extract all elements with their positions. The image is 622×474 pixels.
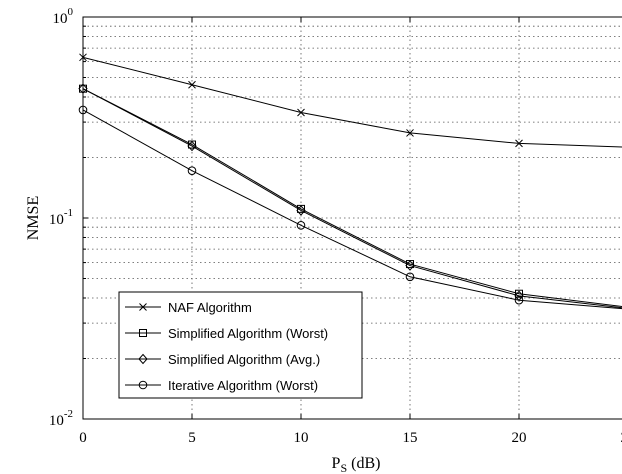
legend-entry: Iterative Algorithm (Worst) xyxy=(125,378,318,393)
axis-ticks xyxy=(82,17,520,420)
series-line xyxy=(82,88,622,307)
marker-diamond xyxy=(296,205,306,216)
series-line xyxy=(82,56,622,148)
legend-label: Iterative Algorithm (Worst) xyxy=(168,378,318,393)
x-tick-label: 0 xyxy=(79,430,87,446)
marker-square xyxy=(515,289,523,298)
legend-label: NAF Algorithm xyxy=(168,300,252,315)
marker-circle xyxy=(187,166,197,175)
marker-circle xyxy=(296,220,306,230)
legend-box xyxy=(118,291,363,399)
x-axis-label: PS (dB) xyxy=(332,455,381,474)
series-4 xyxy=(78,105,622,310)
marker-x xyxy=(515,139,523,148)
tick-labels: 0 5 10 15 20 25 100 10-1 10-2 xyxy=(49,6,622,446)
marker-circle xyxy=(138,380,148,390)
marker-x xyxy=(406,129,414,137)
series-2 xyxy=(79,84,622,307)
series-1 xyxy=(79,53,622,148)
marker-diamond xyxy=(187,140,197,152)
marker-x xyxy=(79,53,87,62)
legend-entry: NAF Algorithm xyxy=(125,300,252,315)
y-tick-label: 10-2 xyxy=(49,408,73,429)
x-tick-label: 20 xyxy=(512,430,527,446)
legend-label: Simplified Algorithm (Worst) xyxy=(168,326,328,341)
x-tick-label: 10 xyxy=(294,430,309,446)
x-tick-label: 5 xyxy=(188,430,196,446)
marker-circle xyxy=(78,105,88,115)
series-line xyxy=(82,88,622,309)
marker-square xyxy=(139,329,147,337)
x-tick-label: 15 xyxy=(403,430,418,446)
y-tick-label: 100 xyxy=(53,6,74,27)
y-tick-label: 10-1 xyxy=(49,207,73,228)
series-line xyxy=(82,109,622,310)
marker-diamond xyxy=(405,260,415,271)
marker-x xyxy=(297,108,305,117)
legend-entry: Simplified Algorithm (Worst) xyxy=(125,326,328,341)
legend-label: Simplified Algorithm (Avg.) xyxy=(168,352,320,367)
series-lines xyxy=(78,53,622,310)
marker-x xyxy=(188,80,196,89)
y-axis-label: NMSE xyxy=(25,196,42,240)
legend-entry: Simplified Algorithm (Avg.) xyxy=(125,352,320,367)
series-3 xyxy=(78,83,622,309)
x-tick-label: 25 xyxy=(621,430,622,446)
marker-diamond xyxy=(78,83,88,94)
marker-diamond xyxy=(138,353,148,365)
marker-circle xyxy=(405,272,415,282)
legend: NAF Algorithm Simplified Algorithm (Worst… xyxy=(118,291,363,399)
marker-x xyxy=(139,303,147,311)
marker-circle xyxy=(514,295,524,305)
